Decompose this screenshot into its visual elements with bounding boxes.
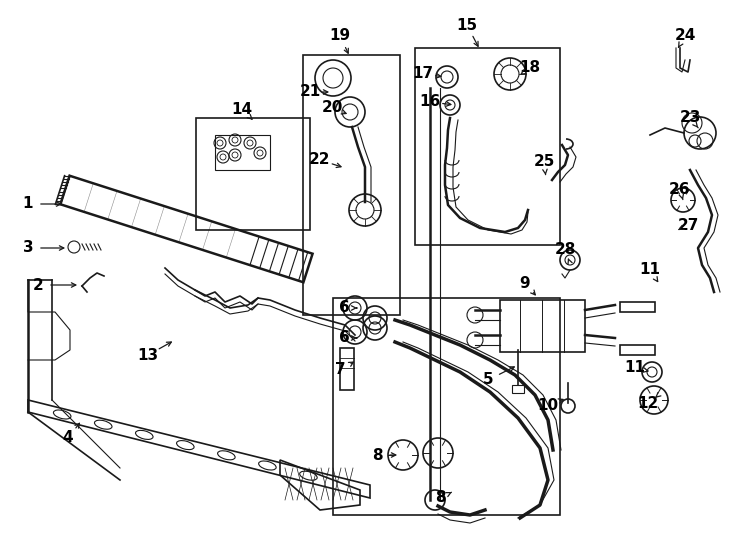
Text: 11: 11 bbox=[639, 262, 661, 278]
Text: 2: 2 bbox=[32, 278, 43, 293]
Text: 17: 17 bbox=[413, 66, 434, 82]
Text: 11: 11 bbox=[625, 361, 645, 375]
Text: 10: 10 bbox=[537, 397, 559, 413]
Text: 27: 27 bbox=[677, 218, 699, 233]
Text: 4: 4 bbox=[62, 430, 73, 445]
Bar bbox=[415, 48, 560, 245]
Text: 18: 18 bbox=[520, 60, 540, 76]
Text: 24: 24 bbox=[675, 29, 696, 44]
Text: 14: 14 bbox=[231, 103, 252, 118]
Bar bbox=[340, 348, 354, 390]
Text: 28: 28 bbox=[554, 242, 575, 258]
Text: 15: 15 bbox=[457, 17, 478, 32]
Text: 3: 3 bbox=[23, 240, 33, 255]
Bar bbox=[196, 118, 310, 230]
Text: 7: 7 bbox=[335, 362, 345, 377]
Text: 16: 16 bbox=[419, 94, 440, 110]
Text: 1: 1 bbox=[23, 197, 33, 212]
Text: 5: 5 bbox=[483, 373, 493, 388]
Text: 6: 6 bbox=[338, 330, 349, 346]
Bar bbox=[333, 298, 560, 515]
Text: 19: 19 bbox=[330, 29, 351, 44]
Bar bbox=[500, 300, 585, 352]
Text: 20: 20 bbox=[321, 100, 343, 116]
Bar bbox=[303, 55, 400, 315]
Text: 26: 26 bbox=[669, 183, 691, 198]
Text: 25: 25 bbox=[534, 154, 555, 170]
Text: 13: 13 bbox=[137, 348, 159, 362]
Text: 9: 9 bbox=[520, 275, 530, 291]
Text: 8: 8 bbox=[371, 448, 382, 462]
Text: 8: 8 bbox=[435, 490, 446, 505]
Bar bbox=[512, 385, 524, 393]
Text: 21: 21 bbox=[299, 84, 321, 99]
Text: 12: 12 bbox=[637, 396, 658, 411]
Text: 6: 6 bbox=[338, 300, 349, 315]
Bar bbox=[620, 345, 655, 355]
Text: 23: 23 bbox=[679, 111, 701, 125]
Text: 22: 22 bbox=[309, 152, 331, 167]
Bar bbox=[215, 135, 270, 170]
Bar bbox=[620, 302, 655, 312]
